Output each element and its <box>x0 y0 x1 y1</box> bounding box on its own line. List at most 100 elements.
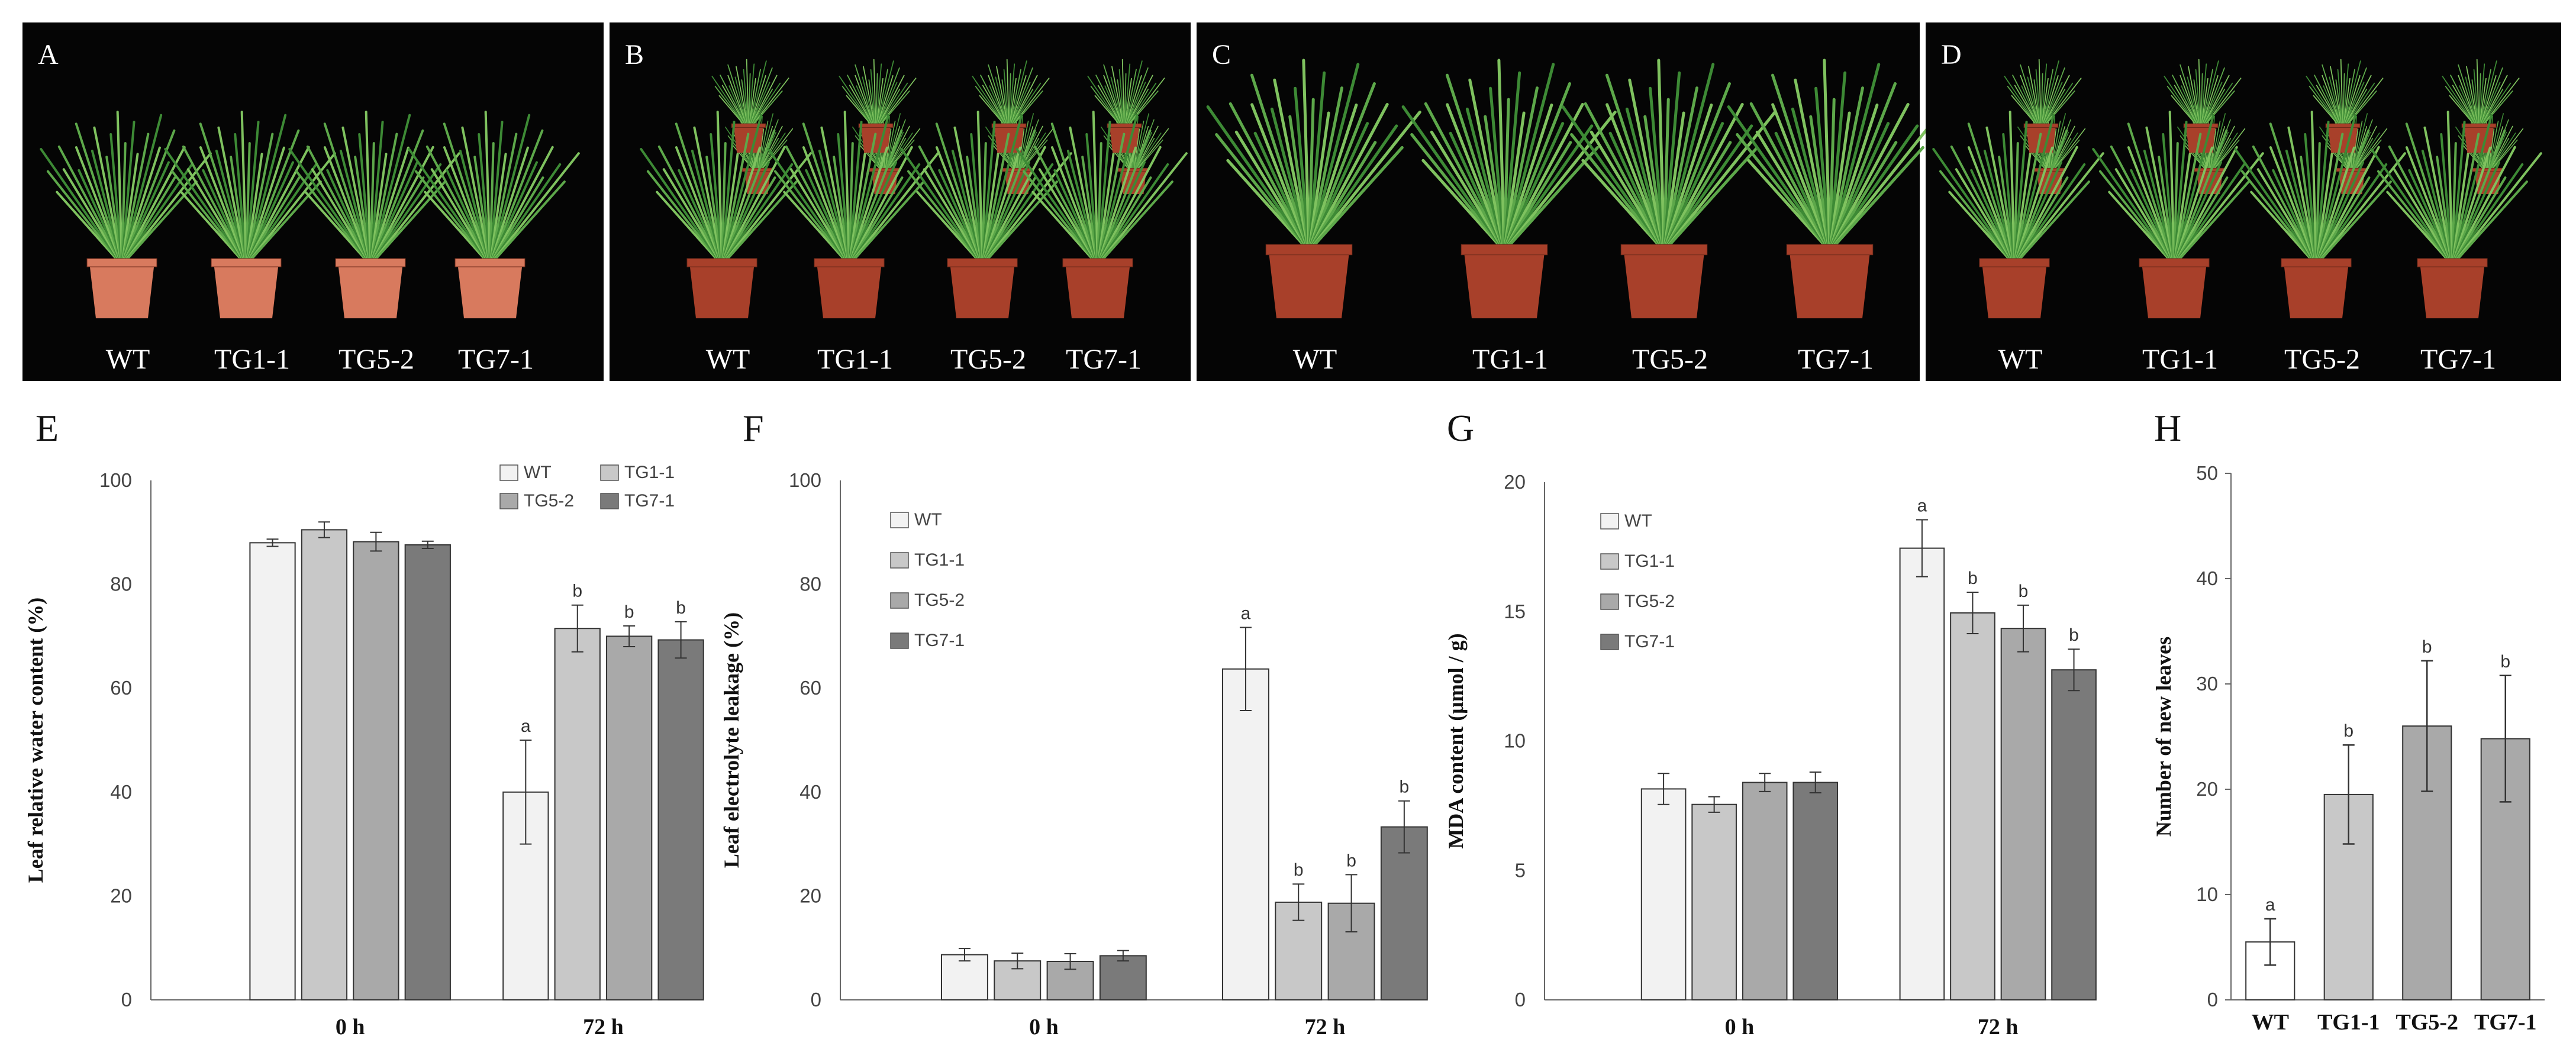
leaf <box>489 133 518 266</box>
leaf <box>288 148 372 266</box>
bar-WT-0h <box>249 542 296 1000</box>
leaf <box>2315 114 2357 266</box>
leaf <box>1124 78 1165 131</box>
leaf <box>1015 148 1099 266</box>
leaf <box>369 114 411 266</box>
leaf <box>1017 128 1054 176</box>
pot <box>89 262 154 318</box>
leaf <box>75 122 123 266</box>
pot <box>457 262 523 318</box>
leaf <box>489 163 562 266</box>
leaf <box>2405 146 2454 266</box>
leaf <box>1503 110 1617 253</box>
pot-rim <box>947 258 1018 267</box>
photo-plant-label: TG5-2 <box>1632 344 1708 375</box>
leaf <box>2013 146 2053 266</box>
leaf <box>736 66 749 131</box>
plant <box>1561 59 1777 318</box>
leaf <box>1662 102 1744 253</box>
bar-TG5-2-72h <box>2000 628 2046 1000</box>
leaf <box>2466 66 2480 131</box>
significance-letter: b <box>2069 625 2079 645</box>
leaf <box>2388 145 2454 266</box>
leaf <box>2473 69 2480 131</box>
leaf <box>2478 60 2497 131</box>
x-category-label: 72 h <box>1305 1015 1346 1040</box>
leaf <box>785 145 850 266</box>
leaf <box>1097 152 1188 266</box>
leaf <box>848 146 888 266</box>
significance-letter: a <box>521 716 531 736</box>
leaf <box>323 146 372 266</box>
plant <box>1015 111 1188 318</box>
leaf <box>1662 110 1777 253</box>
leaf <box>2342 60 2361 131</box>
pot <box>1789 248 1871 318</box>
leaf <box>2351 120 2363 176</box>
leaf <box>1008 82 1031 131</box>
leaf <box>2173 146 2213 266</box>
y-tick-label: 60 <box>799 677 821 699</box>
y-tick-label: 20 <box>1504 471 1526 493</box>
leaf <box>1124 82 1146 131</box>
y-axis-label: MDA content (μmol / g) <box>1444 633 1468 848</box>
photo-plant-label: WT <box>1293 344 1337 375</box>
plant <box>900 111 1072 318</box>
leaf <box>199 122 247 266</box>
significance-letter: b <box>624 602 634 622</box>
pot <box>338 262 403 318</box>
leaf <box>2200 63 2207 131</box>
leaf <box>2478 82 2511 131</box>
pot <box>950 262 1015 318</box>
leaf <box>716 111 723 266</box>
pot-rim <box>2417 258 2488 267</box>
legend-label: TG7-1 <box>914 631 965 650</box>
leaf <box>2342 69 2355 131</box>
leaf <box>1124 67 1149 131</box>
leaf <box>2040 67 2065 131</box>
leaf <box>369 146 410 266</box>
leaf <box>2478 67 2503 131</box>
y-tick-label: 0 <box>811 989 821 1011</box>
leaf <box>245 129 300 266</box>
leaf <box>757 120 769 176</box>
plant <box>1727 59 1942 318</box>
bar-WT-72h <box>1222 668 1269 1000</box>
pot-rim <box>2183 123 2219 128</box>
significance-letter: b <box>1294 860 1304 880</box>
legend-swatch-TG1-1 <box>890 552 909 569</box>
leaf <box>245 121 260 266</box>
leaf <box>996 66 1010 131</box>
bar-TG1-1-0h <box>1691 803 1737 1000</box>
y-tick-label: 0 <box>2207 989 2218 1011</box>
leaf <box>1307 82 1376 253</box>
legend-label: TG7-1 <box>1624 632 1675 651</box>
leaf <box>1133 133 1162 176</box>
leaf <box>365 111 372 266</box>
leaf <box>217 126 247 266</box>
leaf <box>1662 146 1759 253</box>
pot <box>1623 248 1705 318</box>
pot-rim <box>814 258 885 267</box>
leaf <box>2342 82 2375 131</box>
leaf <box>981 146 1046 266</box>
leaf <box>1662 82 1731 253</box>
pot-rim <box>2023 123 2059 128</box>
leaf <box>2269 146 2317 266</box>
legend-label: TG1-1 <box>914 550 965 570</box>
leaf <box>1570 133 1666 253</box>
leaf <box>2342 63 2349 131</box>
leaf <box>1503 124 1594 253</box>
leaf <box>489 114 531 266</box>
leaf <box>1097 133 1126 266</box>
leaf <box>2450 75 2480 131</box>
legend-swatch-WT <box>890 512 909 528</box>
bar-TG7-1-72h <box>657 639 704 1000</box>
leaf <box>1446 103 1506 253</box>
photo-plant-label: TG7-1 <box>1066 344 1142 375</box>
leaf <box>875 82 908 131</box>
bar-WT-0h <box>941 954 988 1001</box>
leaf <box>1250 103 1311 253</box>
leaf <box>2013 163 2086 266</box>
pot-rim <box>1979 258 2050 267</box>
